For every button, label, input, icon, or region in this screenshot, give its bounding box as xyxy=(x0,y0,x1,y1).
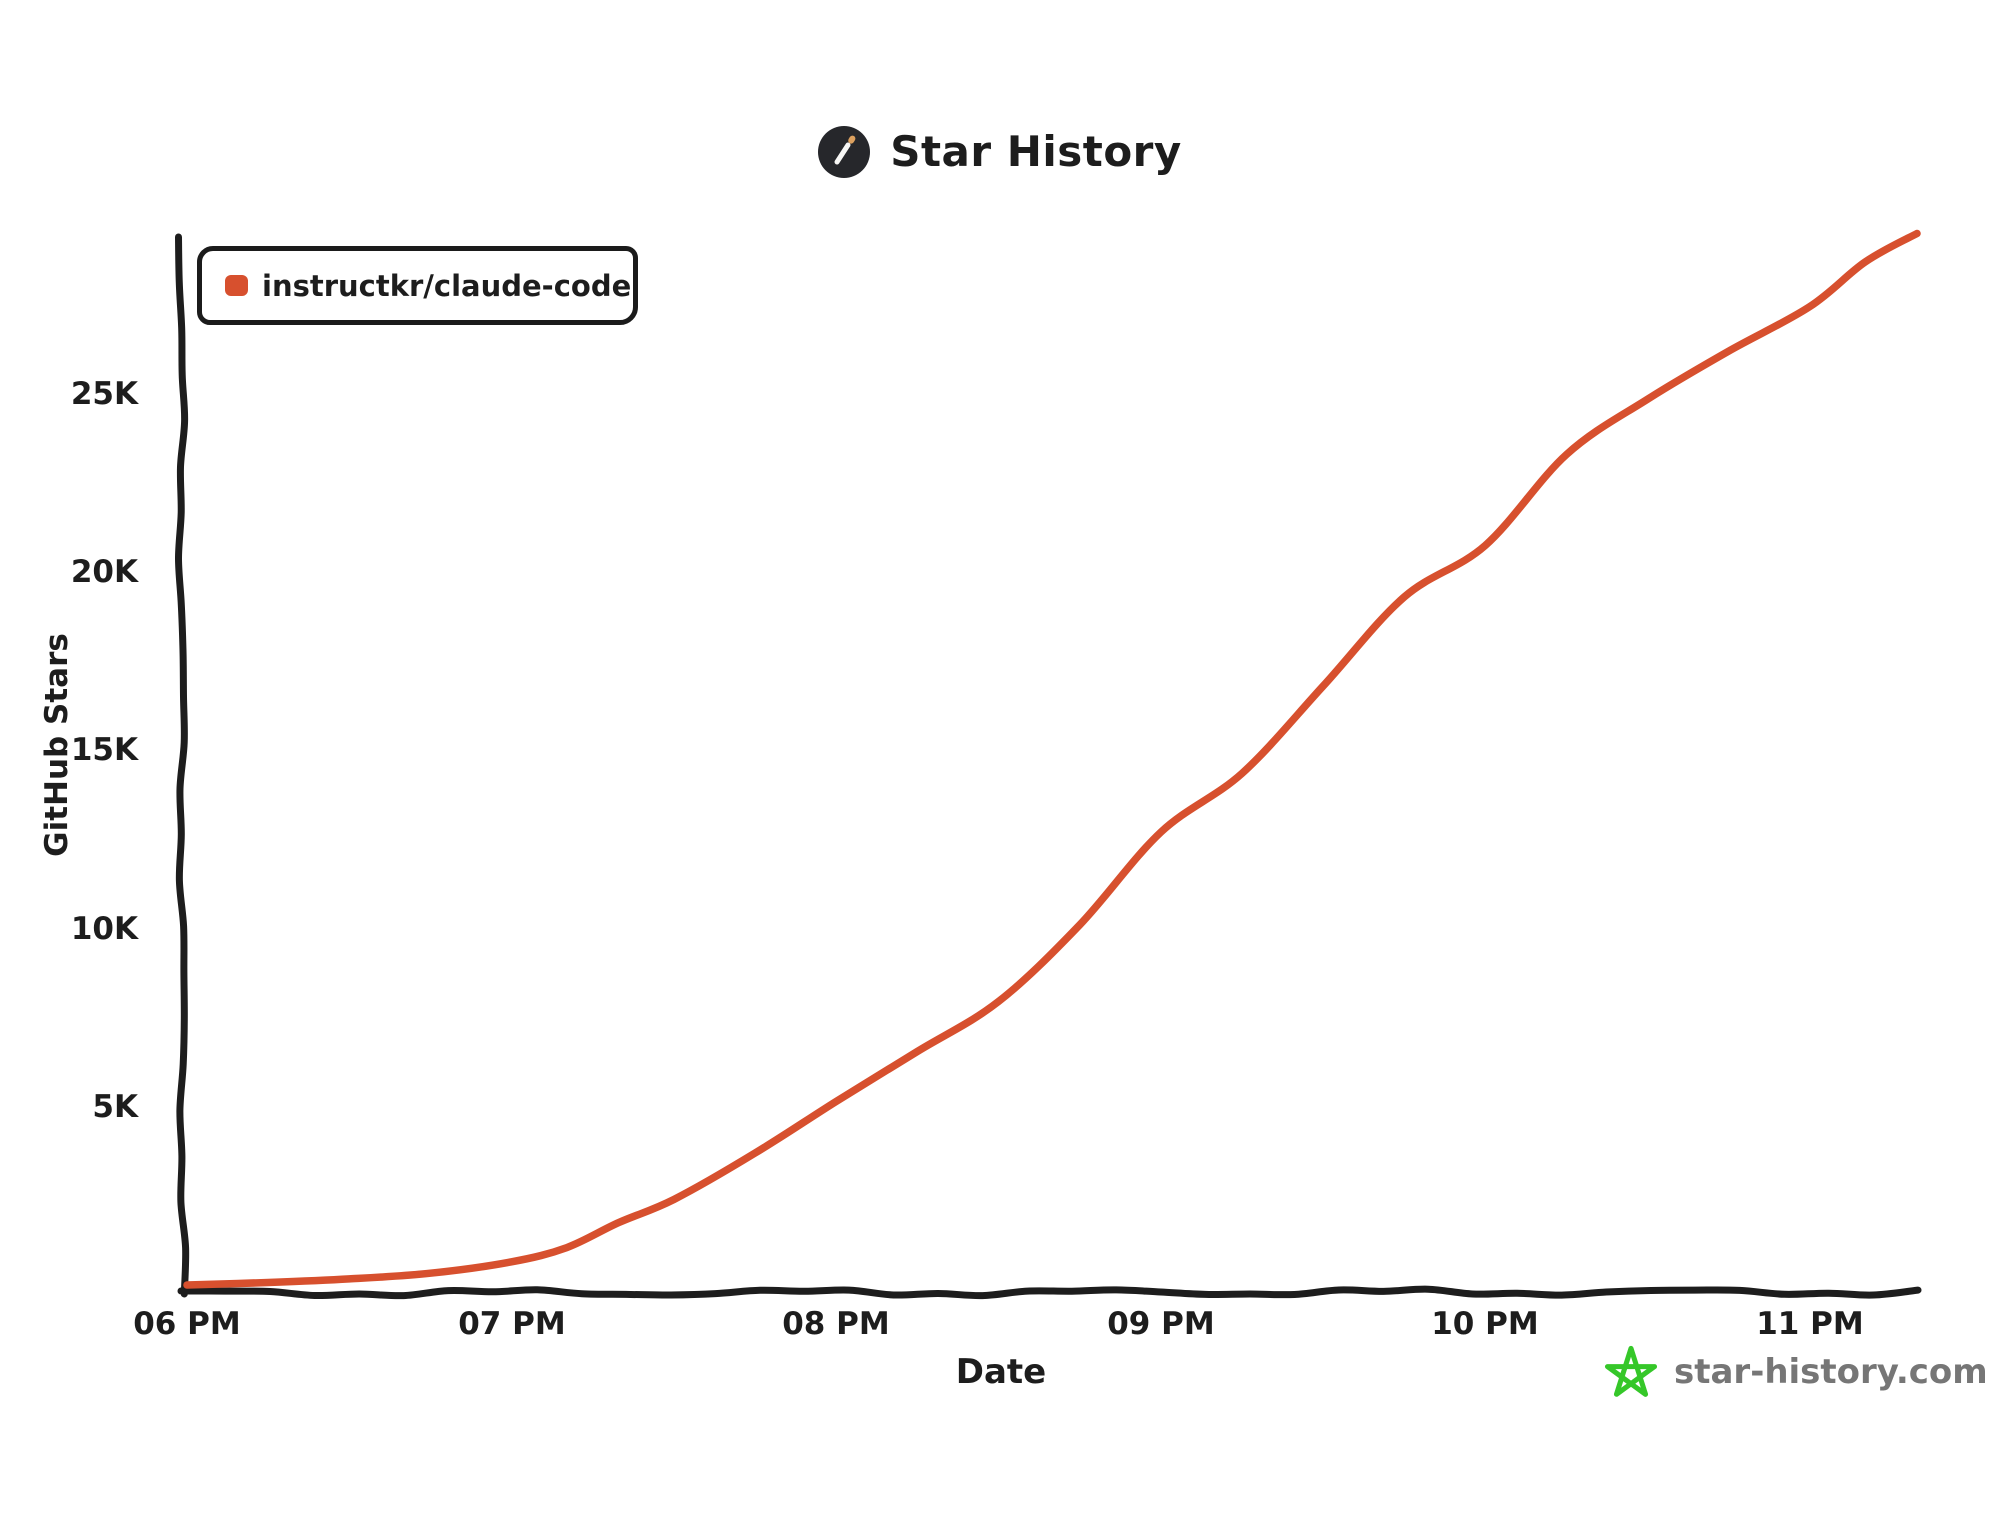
x-tick-label-08-pm: 08 PM xyxy=(782,1306,890,1342)
x-tick-label-10-pm: 10 PM xyxy=(1431,1306,1539,1342)
x-tick-label-07-pm: 07 PM xyxy=(458,1306,566,1342)
x-axis-title: Date xyxy=(955,1352,1047,1392)
y-tick-label-25k: 25K xyxy=(70,376,138,412)
y-tick-label-15k: 15K xyxy=(70,732,138,768)
legend-series-label: instructkr/claude-code xyxy=(262,268,632,303)
legend-swatch xyxy=(225,275,248,296)
green-star-icon xyxy=(1604,1345,1658,1397)
watermark-text: star-history.com xyxy=(1674,1352,1988,1392)
x-axis-line xyxy=(177,1285,1922,1300)
legend[interactable]: instructkr/claude-code xyxy=(197,246,638,325)
x-tick-label-06-pm: 06 PM xyxy=(133,1306,241,1342)
y-tick-label-20k: 20K xyxy=(70,554,138,590)
star-history-logo-icon xyxy=(818,126,871,178)
x-tick-label-11-pm: 11 PM xyxy=(1756,1306,1864,1342)
x-tick-label-09-pm: 09 PM xyxy=(1107,1306,1215,1342)
chart-header: Star History xyxy=(0,126,2000,178)
y-tick-label-5k: 5K xyxy=(92,1089,138,1125)
chart-title: Star History xyxy=(890,127,1182,176)
watermark-link[interactable]: star-history.com xyxy=(1604,1344,1988,1400)
y-axis-line xyxy=(174,233,190,1298)
series-line-instructkr-claude-code[interactable] xyxy=(183,229,1921,1289)
y-tick-label-10k: 10K xyxy=(70,911,138,947)
